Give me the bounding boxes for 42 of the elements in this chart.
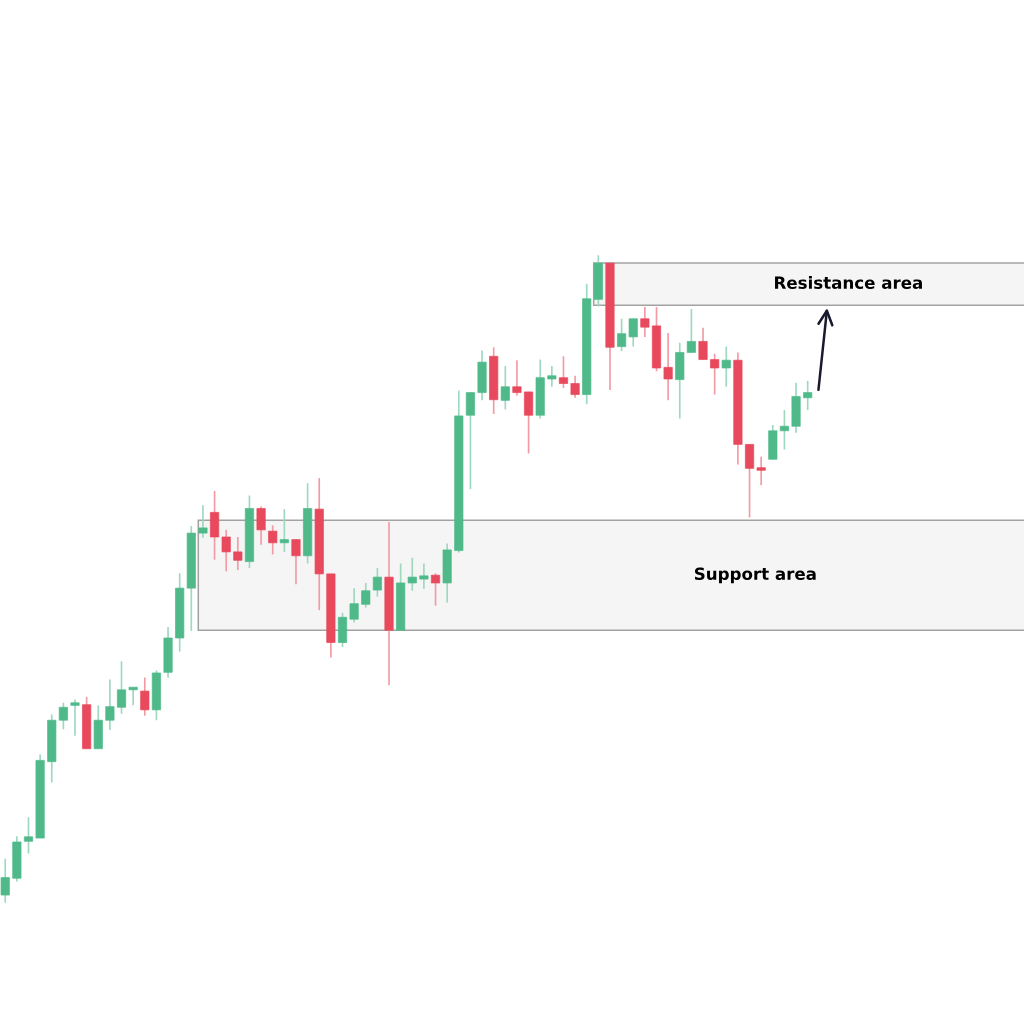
band-label: Resistance area [775, 276, 922, 289]
candlestick [128, 686, 138, 707]
candlestick [349, 587, 359, 624]
candlestick [233, 536, 243, 571]
candlestick [291, 538, 301, 586]
candlestick [721, 345, 731, 388]
candlestick [628, 317, 638, 348]
candlestick [710, 352, 720, 396]
candlestick [116, 660, 127, 715]
candlestick [372, 567, 382, 598]
candlestick [431, 572, 441, 607]
candlestick [745, 443, 755, 519]
band-label: Support area [694, 567, 816, 584]
candlestick [803, 380, 813, 411]
candlestick [105, 678, 115, 731]
candlestick [23, 816, 34, 855]
candlestick [407, 556, 417, 592]
candlestick [140, 676, 150, 717]
candlestick [268, 524, 278, 556]
candlestick [570, 374, 580, 399]
candlestick [756, 455, 766, 487]
candlestick [500, 365, 510, 411]
candlestick [617, 317, 627, 352]
candlestick [698, 326, 708, 361]
candlestick [58, 701, 68, 731]
candlestick [256, 505, 266, 546]
candlestick [419, 562, 429, 590]
candlestick [70, 698, 80, 737]
candlestick [221, 529, 231, 573]
candlestick [558, 355, 568, 389]
candlestick [198, 504, 208, 539]
candlestick [547, 365, 557, 388]
candlestick [524, 391, 534, 455]
candlestick [0, 857, 10, 904]
candlestick [640, 306, 650, 338]
candlestick [279, 508, 289, 553]
candlestick [663, 332, 673, 402]
candlestick [779, 409, 789, 451]
candlestick [465, 391, 475, 490]
candlestick [361, 582, 371, 609]
candlestick [686, 308, 696, 354]
candlestick [512, 359, 522, 397]
